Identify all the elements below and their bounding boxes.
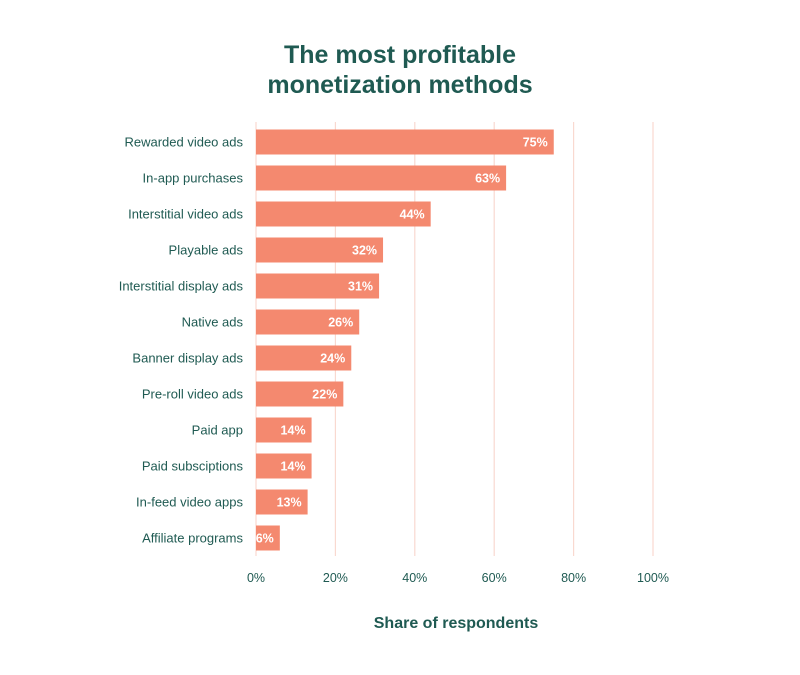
category-label: Pre-roll video ads: [142, 387, 244, 402]
value-label: 31%: [348, 280, 373, 294]
bars: [256, 129, 554, 551]
bar: [256, 201, 431, 227]
x-tick-label: 0%: [247, 571, 265, 585]
value-label: 13%: [277, 496, 302, 510]
bar: [256, 129, 554, 155]
bar: [256, 453, 312, 479]
category-label: Paid subsciptions: [142, 459, 244, 474]
value-label: 6%: [256, 532, 274, 546]
category-label: Playable ads: [169, 243, 244, 258]
bar: [256, 309, 360, 335]
value-label: 32%: [352, 244, 377, 258]
chart-title: The most profitable monetization methods: [0, 40, 800, 100]
x-tick-label: 20%: [323, 571, 348, 585]
category-label: In-feed video apps: [136, 495, 243, 510]
value-label: 14%: [281, 460, 306, 474]
category-label: Paid app: [192, 423, 243, 438]
bar: [256, 381, 344, 407]
x-tick-label: 80%: [561, 571, 586, 585]
value-label: 22%: [312, 388, 337, 402]
category-label: Interstitial display ads: [119, 279, 244, 294]
category-labels: Rewarded video ads In-app purchases Inters…: [119, 135, 244, 546]
bar: [256, 525, 280, 551]
x-tick-label: 60%: [482, 571, 507, 585]
x-tick-label: 100%: [637, 571, 669, 585]
x-tick-label: 40%: [402, 571, 427, 585]
bar: [256, 273, 380, 299]
value-label: 44%: [400, 208, 425, 222]
category-label: Native ads: [182, 315, 244, 330]
value-label: 24%: [320, 352, 345, 366]
x-axis-label: Share of respondents: [373, 615, 539, 632]
bar: [256, 345, 352, 371]
value-label: 63%: [475, 172, 500, 186]
chart-title-line-1: The most profitable: [284, 41, 516, 69]
value-label: 75%: [523, 136, 548, 150]
grid-lines: [255, 122, 654, 556]
category-label: Interstitial video ads: [128, 207, 243, 222]
value-labels: 75% 63% 44% 32% 31% 26% 24% 22% 14% 14% 13% 6%: [256, 136, 548, 546]
bar: [256, 165, 507, 191]
bar: [256, 489, 308, 515]
bar: [256, 237, 384, 263]
chart-title-line-2: monetization methods: [267, 71, 533, 99]
category-label: Banner display ads: [132, 351, 243, 366]
category-label: Rewarded video ads: [124, 135, 243, 150]
x-tick-labels: 0% 20% 40% 60% 80% 100%: [247, 571, 669, 585]
value-label: 14%: [281, 424, 306, 438]
value-label: 26%: [328, 316, 353, 330]
category-label: Affiliate programs: [142, 531, 243, 546]
bar: [256, 417, 312, 443]
category-label: In-app purchases: [143, 171, 244, 186]
